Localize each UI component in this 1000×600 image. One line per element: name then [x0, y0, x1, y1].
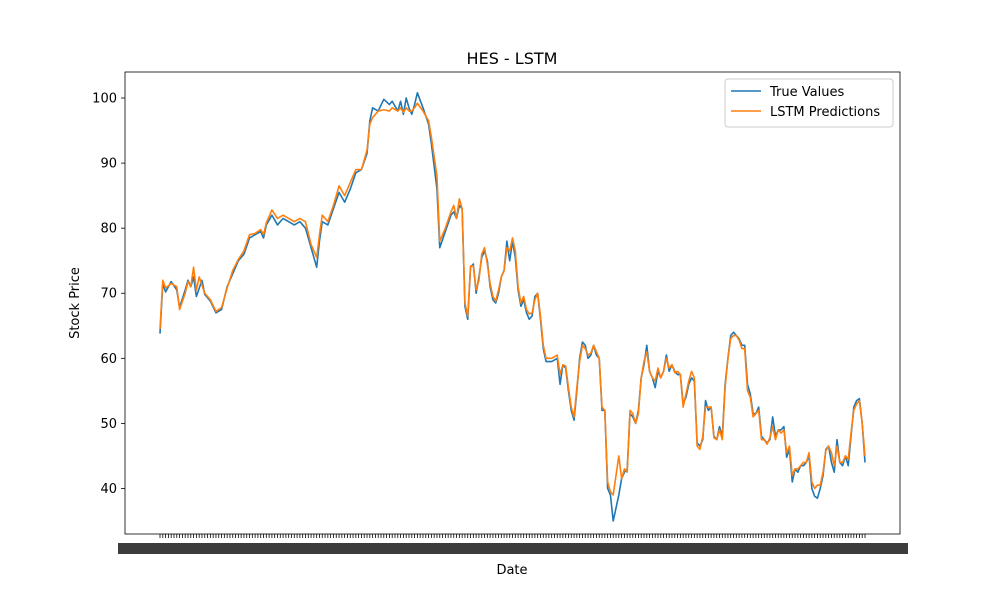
- x-axis-label: Date: [496, 563, 527, 578]
- y-axis-label: Stock Price: [68, 267, 83, 339]
- y-tick-label: 80: [100, 222, 117, 237]
- y-axis-ticks: 40 50 60 70 80 90 100: [92, 92, 125, 497]
- y-tick-label: 90: [100, 157, 117, 172]
- y-tick-label: 50: [100, 417, 117, 432]
- y-tick-label: 70: [100, 287, 117, 302]
- series-layer: [159, 92, 866, 522]
- legend: True Values LSTM Predictions: [724, 78, 894, 128]
- y-tick-label: 40: [100, 482, 117, 497]
- series-line-lstm-predictions: [159, 102, 866, 496]
- y-tick-label: 60: [100, 352, 117, 367]
- y-tick-label: 100: [92, 92, 117, 107]
- legend-label-lstm-predictions: LSTM Predictions: [770, 105, 880, 120]
- legend-box: [724, 78, 894, 128]
- plot-area-frame: [124, 71, 901, 535]
- legend-label-true-values: True Values: [769, 85, 844, 100]
- x-axis-ticks: [118, 534, 908, 554]
- x-tick-labels-overlap: [118, 543, 908, 554]
- chart-title: HES - LSTM: [467, 49, 558, 68]
